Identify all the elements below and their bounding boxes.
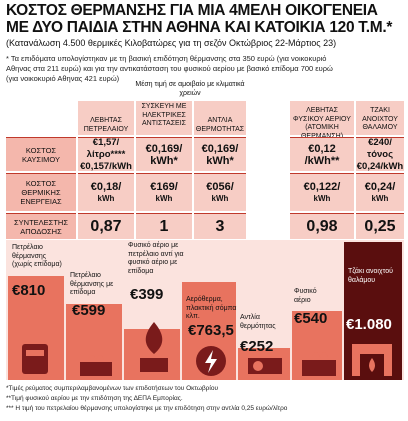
- fireplace-icon: [352, 344, 392, 376]
- bar-price: €1.080: [346, 316, 392, 333]
- footnote: *** Η τιμή του πετρελαίου θέρμανσης υπολ…: [6, 405, 288, 412]
- bar-price: €252: [240, 338, 274, 355]
- row-label-thermal: ΚΟΣΤΟΣ ΘΕΡΜΙΚΗΣ ΕΝΕΡΓΕΙΑΣ: [6, 173, 76, 211]
- cell-electric-thermal: €169/kWh: [136, 173, 192, 211]
- note-line: * Τα επιδόματα υπολογίστηκαν με τη βασικ…: [6, 54, 327, 63]
- bar-price: €810: [12, 282, 46, 299]
- cell-electric-efficiency: 1: [136, 213, 192, 239]
- bar-label: Αερόθερμα, πλακτική σόμπα κλπ.: [186, 296, 237, 320]
- page-title: ΚΟΣΤΟΣ ΘΕΡΜΑΝΣΗΣ ΓΙΑ ΜΙΑ 4ΜΕΛΗ ΟΙΚΟΓΕΝΕΙ…: [6, 2, 406, 36]
- cell-gas-efficiency: 0,98: [290, 213, 354, 239]
- footnote: **Τιμή φυσικού αερίου με την επιδότηση τ…: [6, 395, 183, 402]
- cell-heatpump-thermal: €056/kWh: [194, 173, 246, 211]
- flame-icon: [140, 322, 168, 372]
- row-label-cost: ΚΟΣΤΟΣ ΚΑΥΣΙΜΟΥ: [6, 137, 76, 171]
- bar-label: Πετρέλαιο θέρμανσης (χωρίς επίδομα): [12, 244, 62, 268]
- oil-boiler-icon: [22, 344, 48, 374]
- comparison-table: Μέση τιμή σε αμοιβαίο με κλιματικά χρειώ…: [6, 81, 404, 240]
- cell-oil-thermal: €0,18/kWh: [78, 173, 134, 211]
- title-line-1: ΚΟΣΤΟΣ ΘΕΡΜΑΝΣΗΣ ΓΙΑ ΜΙΑ 4ΜΕΛΗ ΟΙΚΟΓΕΝΕΙ…: [6, 2, 378, 19]
- footnotes: *Τιμές ρεύματος συμπεριλαμβανομένων των …: [6, 384, 406, 414]
- col-header-oil: ΛΕΒΗΤΑΣ ΠΕΤΡΕΛΑΙΟΥ: [78, 101, 134, 135]
- note-line: Αθηνας στα 211 ευρώ) και για την αντικατ…: [6, 64, 333, 73]
- cell-oil-cost: €1,57/λίτρο**** €0,157/kWh: [78, 137, 134, 172]
- cell-gas-cost: €0,12/kWh**: [290, 137, 354, 171]
- bar-label: Φυσικό αέριο με πετρέλαιο αντί για φυσικ…: [128, 242, 184, 275]
- bar-price: €540: [294, 310, 328, 327]
- electric-heater-icon: [196, 346, 226, 376]
- notes: * Τα επιδόματα υπολογίστηκαν με τη βασικ…: [6, 54, 406, 84]
- cost-bars: Πετρέλαιο θέρμανσης (χωρίς επίδομα) €810…: [6, 240, 404, 380]
- bar-price: €763,5: [188, 322, 234, 339]
- col-header-heatpump: ΑΝΤΛΙΑ ΘΕΡΜΟΤΗΤΑΣ: [194, 101, 246, 135]
- footnote: *Τιμές ρεύματος συμπεριλαμβανομένων των …: [6, 385, 218, 392]
- col-header-gas: ΛΕΒΗΤΑΣ ΦΥΣΙΚΟΥ ΑΕΡΙΟΥ (ΑΤΟΜΙΚΗ ΘΕΡΜΑΝΣΗ…: [290, 101, 354, 140]
- bar-price: €399: [130, 286, 164, 303]
- heat-pump-icon: [248, 358, 282, 374]
- bar-label: Φυσικό αέριο: [294, 288, 317, 304]
- gas-stove-icon: [80, 355, 112, 376]
- row-label-efficiency: ΣΥΝΤΕΛΕΣΤΗΣ ΑΠΟΔΟΣΗΣ: [6, 213, 76, 239]
- bar-label: Πετρέλαιο θέρμανσης με επίδομα: [70, 272, 114, 296]
- header-mean: Μέση τιμή σε αμοιβαίο με κλιματικά χρειώ…: [135, 81, 245, 97]
- bar-label: Τζάκι ανοιχτού θαλάμου: [348, 268, 393, 284]
- col-header-fireplace: ΤΖΑΚΙ ΑΝΟΙΧΤΟΥ ΘΑΛΑΜΟΥ: [356, 101, 404, 135]
- cell-heatpump-cost: €0,169/kWh*: [194, 137, 246, 171]
- cell-gas-thermal: €0,122/kWh: [290, 173, 354, 211]
- cell-oil-efficiency: 0,87: [78, 213, 134, 239]
- cell-electric-cost: €0,169/kWh*: [136, 137, 192, 171]
- bar-price: €599: [72, 302, 106, 319]
- cell-fireplace-efficiency: 0,25: [356, 213, 404, 239]
- title-line-2: ΜΕ ΔΥΟ ΠΑΙΔΙΑ ΣΤΗΝ ΑΘΗΝΑ ΚΑΙ ΚΑΤΟΙΚΙΑ 12…: [6, 19, 393, 36]
- col-header-electric: ΣΥΣΚΕΥΗ ΜΕ ΗΛΕΚΤΡΙΚΕΣ ΑΝΤΙΣΤΑΣΕΙΣ: [136, 101, 192, 135]
- cell-fireplace-cost: €240/τόνος €0,24/kWh: [356, 136, 404, 172]
- subtitle: (Κατανάλωση 4.500 θερμικές Κιλοβατώρες γ…: [6, 38, 337, 48]
- gas-burner-icon: [302, 352, 336, 376]
- bar-label: Αντλία θερμότητας: [240, 314, 276, 330]
- cell-heatpump-efficiency: 3: [194, 213, 246, 239]
- cell-fireplace-thermal: €0,24/kWh: [356, 173, 404, 211]
- note-line: (για νοικοκυριό Αθηνας 421 ευρώ): [6, 74, 120, 83]
